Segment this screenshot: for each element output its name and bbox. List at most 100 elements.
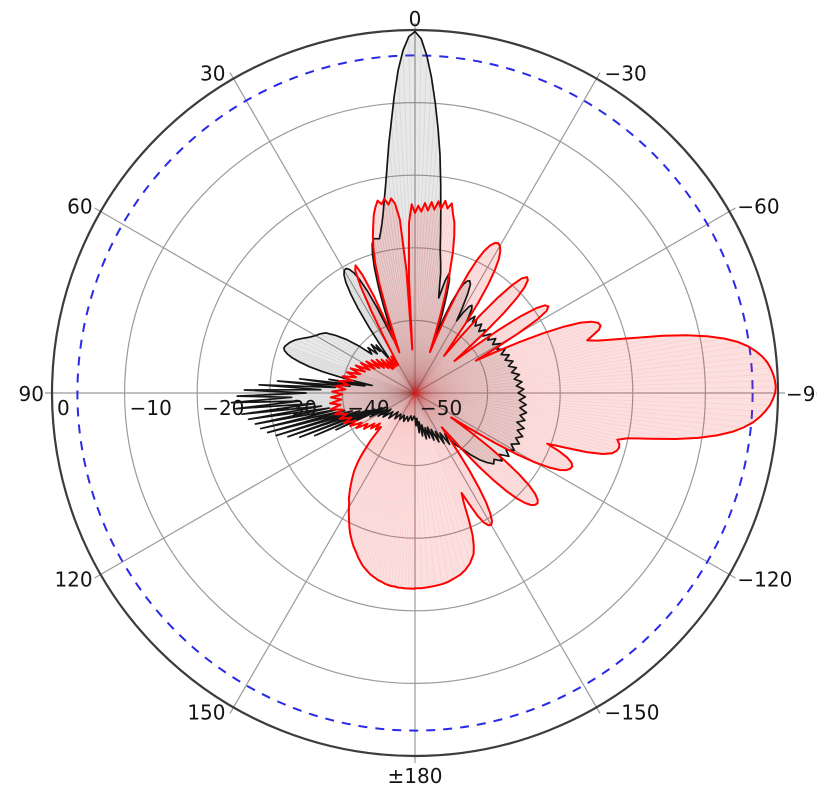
pattern-black-fan-line bbox=[380, 231, 416, 394]
pattern-red-fan-line bbox=[414, 392, 485, 523]
angle-spoke bbox=[94, 207, 416, 394]
pattern-black-fan-line bbox=[374, 392, 416, 410]
pattern-black-fan-line bbox=[414, 280, 468, 394]
pattern-black-fan-line bbox=[414, 392, 527, 406]
angle-spoke bbox=[414, 392, 601, 714]
pattern-black-fan-line bbox=[367, 290, 416, 394]
pattern-red-fan-line bbox=[348, 392, 416, 508]
pattern-red-fan-line bbox=[414, 392, 560, 452]
pattern-black-fan-line bbox=[414, 339, 489, 394]
pattern-black-fan-line bbox=[414, 392, 420, 422]
angle-label: −120 bbox=[737, 568, 792, 592]
pattern-red-fan-line bbox=[411, 349, 416, 394]
pattern-red-fan-line bbox=[414, 284, 513, 394]
pattern-red-fan-line bbox=[390, 392, 416, 587]
pattern-black-fan-line bbox=[386, 165, 416, 394]
pattern-red-fan-line bbox=[414, 392, 492, 526]
radial-label: 0 bbox=[57, 396, 70, 420]
pattern-red-fan-line bbox=[414, 392, 571, 470]
pattern-red-fan-line bbox=[372, 247, 416, 394]
pattern-black-fan-line bbox=[414, 392, 436, 432]
pattern-red-fan-line bbox=[356, 392, 416, 466]
pattern-red-fan-line bbox=[414, 222, 455, 394]
pattern-black-fan-line bbox=[385, 392, 416, 408]
pattern-black-fan-line bbox=[414, 392, 418, 419]
pattern-red-fan-line bbox=[373, 214, 416, 394]
pattern-red-fan-line bbox=[414, 392, 471, 563]
pattern-red-fan-line bbox=[383, 367, 416, 394]
angle-spoke bbox=[414, 72, 601, 394]
angle-spoke bbox=[414, 392, 736, 579]
pattern-black-fan-line bbox=[414, 381, 522, 394]
pattern-black-fan-line bbox=[414, 305, 473, 394]
pattern-red-fan-line bbox=[414, 322, 581, 394]
pattern-red-fan-line bbox=[414, 392, 770, 406]
pattern-red-fan-line bbox=[370, 392, 416, 442]
pattern-red-fan-line bbox=[414, 242, 496, 394]
pattern-red-fan-line bbox=[414, 350, 756, 394]
pattern-red-fan-line bbox=[414, 304, 546, 394]
pattern-red-fan-line bbox=[414, 392, 455, 579]
pattern-red-fan-line bbox=[414, 334, 687, 394]
pattern-red-fan-line bbox=[387, 392, 416, 586]
pattern-black-fan-line bbox=[414, 284, 471, 394]
pattern-black-fan-line bbox=[386, 392, 416, 410]
pattern-black-fill bbox=[231, 31, 527, 464]
pattern-red-fan-line bbox=[414, 361, 768, 394]
pattern-black-fan-line bbox=[414, 392, 450, 445]
pattern-red-fan-line bbox=[414, 392, 568, 459]
pattern-red-fan-line bbox=[414, 335, 708, 394]
pattern-black-fan-line bbox=[414, 280, 446, 394]
pattern-red-fan-line bbox=[414, 201, 439, 394]
pattern-black-fan-line bbox=[414, 392, 503, 462]
pattern-red-fan-line bbox=[414, 392, 536, 506]
pattern-red-fan-line bbox=[414, 392, 493, 522]
pattern-black-fan-line bbox=[414, 367, 517, 394]
pattern-black-fan-line bbox=[367, 392, 416, 411]
pattern-black-fan-line bbox=[388, 392, 416, 419]
pattern-red-fan-line bbox=[414, 392, 467, 570]
pattern-black-fan-line bbox=[414, 249, 441, 394]
pattern-red-fan-line bbox=[414, 250, 501, 394]
pattern-black-fan-line bbox=[329, 392, 416, 409]
pattern-black-fan-line bbox=[414, 392, 446, 435]
pattern-red-fan-line bbox=[342, 392, 416, 395]
pattern-red-fan-line bbox=[340, 392, 416, 406]
pattern-red-fan-line bbox=[414, 392, 495, 481]
pattern-black-fan-line bbox=[313, 392, 416, 405]
pattern-red-fan-line bbox=[394, 392, 416, 587]
pattern-red-fan-line bbox=[330, 392, 416, 410]
pattern-red-fan-line bbox=[414, 392, 550, 469]
pattern-black-fan-line bbox=[335, 386, 416, 394]
pattern-red-fan-line bbox=[414, 392, 463, 494]
pattern-red-fan-line bbox=[414, 392, 548, 445]
pattern-black-fan-line bbox=[414, 372, 512, 394]
pattern-red-fan-line bbox=[370, 392, 416, 429]
pattern-red-fan-line bbox=[414, 392, 479, 517]
pattern-red-fan-line bbox=[414, 296, 499, 394]
pattern-red-fan-line bbox=[414, 351, 431, 394]
pattern-red-fan-line bbox=[352, 392, 416, 476]
pattern-black-fan-line bbox=[414, 392, 512, 445]
pattern-red-fan-line bbox=[359, 392, 416, 562]
pattern-red-fan-line bbox=[414, 250, 485, 394]
pattern-black-fan-line bbox=[299, 361, 416, 394]
pattern-red-fan-line bbox=[414, 392, 613, 454]
pattern-black-fan-line bbox=[392, 392, 416, 413]
pattern-red-fan-line bbox=[414, 335, 663, 394]
pattern-red-fan-line bbox=[377, 200, 416, 394]
pattern-black-fan-line bbox=[414, 392, 431, 439]
reference-circle bbox=[76, 54, 754, 732]
pattern-red-fan-line bbox=[414, 325, 601, 394]
pattern-red-fan-line bbox=[329, 392, 416, 404]
pattern-black-fan-line bbox=[373, 238, 416, 394]
radial-label: −30 bbox=[275, 396, 317, 420]
pattern-red-fan-line bbox=[414, 284, 489, 394]
pattern-red-fan-line bbox=[394, 203, 416, 394]
pattern-red-fan-line bbox=[414, 341, 738, 394]
pattern-red-fan-line bbox=[372, 235, 416, 394]
pattern-red-fan-line bbox=[414, 392, 506, 462]
pattern-black-fan-line bbox=[344, 392, 416, 412]
pattern-red-fan-line bbox=[380, 392, 416, 428]
